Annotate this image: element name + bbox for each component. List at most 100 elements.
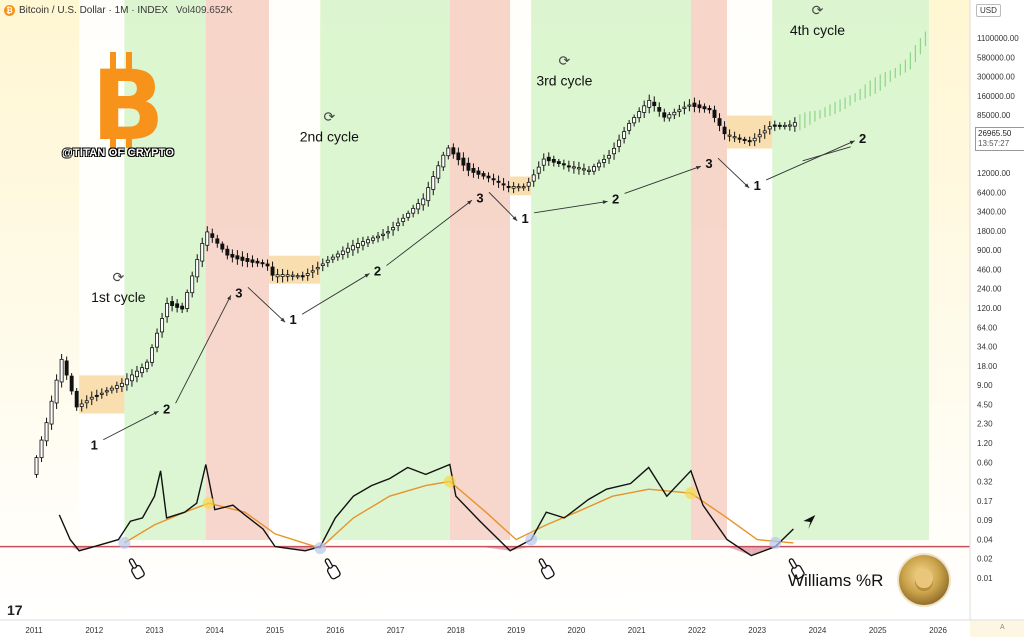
candle-128: [677, 104, 682, 117]
candle-48: [275, 268, 280, 283]
candle-body: [255, 260, 260, 264]
pointing-hand-icon: [128, 558, 145, 580]
price-tick-label: 0.04: [977, 535, 993, 544]
price-tick-label: 900.00: [977, 246, 1002, 255]
phase-arrow-head: [695, 165, 701, 170]
volume-readout: Vol409.652K: [176, 5, 233, 16]
cycle-refresh-icon: ⟳: [812, 2, 824, 18]
candle-121: [642, 100, 647, 119]
candle-39: [230, 249, 235, 263]
cycle-label: 1st cycle: [91, 289, 146, 305]
candle-body: [150, 347, 154, 363]
candle-148: [777, 122, 782, 130]
candle-40: [235, 250, 240, 265]
phase-arrow-head: [153, 411, 159, 416]
candle-113: [602, 154, 606, 168]
candle-147: [772, 120, 777, 132]
candle-body: [446, 147, 451, 157]
candle-77: [421, 193, 426, 211]
price-tick-label: 0.01: [977, 574, 993, 583]
zone-bear-2: [205, 0, 270, 540]
price-tick-label: 1100000.00: [977, 34, 1019, 43]
current-price: 26965.50: [978, 129, 1012, 138]
candle-body: [792, 122, 797, 127]
candle-100: [536, 161, 541, 180]
price-tick-label: 6400.00: [977, 188, 1006, 197]
candle-26: [165, 297, 170, 323]
pointing-hand-icon: [538, 558, 555, 580]
tradingview-logo[interactable]: 17: [7, 602, 23, 618]
candle-54: [305, 268, 310, 281]
price-tick-label: 34.00: [977, 343, 998, 352]
price-axis-panel[interactable]: [970, 0, 1024, 620]
accumulation-white-column-9: [727, 148, 773, 540]
price-tick-label: 85000.00: [977, 111, 1011, 120]
symbol-header[interactable]: ₿ Bitcoin / U.S. Dollar · 1M · INDEX Vol…: [4, 3, 233, 17]
time-tick-label: 2014: [206, 626, 224, 635]
phase-label-6: 3: [476, 190, 483, 205]
candle-90: [486, 172, 491, 183]
candle-55: [310, 264, 315, 279]
candle-28: [175, 299, 180, 313]
cycle-refresh-icon: ⟳: [323, 109, 335, 125]
time-tick-label: 2019: [507, 626, 525, 635]
candle-body: [742, 138, 747, 141]
candle-body: [732, 136, 737, 139]
candle-body: [245, 258, 250, 262]
candle-body: [355, 243, 360, 248]
candle-142: [747, 136, 752, 146]
candle-5: [59, 353, 64, 388]
phase-arrow-head: [227, 295, 231, 301]
time-axis-panel[interactable]: [0, 620, 970, 637]
price-tick-label: 300000.00: [977, 73, 1015, 82]
candle-countdown: 13:57:27: [978, 139, 1010, 148]
candle-35: [210, 228, 215, 243]
candle-body: [441, 154, 446, 168]
price-tick-label: 1800.00: [977, 227, 1006, 236]
phase-arrow-head: [467, 200, 472, 205]
candle-21: [140, 363, 144, 378]
auto-scale-button[interactable]: A: [1000, 624, 1005, 631]
phase-arrow-head: [849, 140, 855, 145]
currency-selector[interactable]: USD: [976, 4, 1001, 17]
candle-85: [461, 152, 466, 172]
price-tick-label: 18.00: [977, 362, 998, 371]
candle-body: [134, 370, 139, 378]
candle-body: [777, 124, 782, 127]
candle-body: [657, 107, 662, 112]
candle-body: [682, 106, 687, 109]
candle-body: [541, 158, 546, 166]
candle-body: [371, 237, 375, 241]
candle-7: [69, 373, 74, 395]
candle-131: [692, 97, 697, 113]
candle-52: [295, 273, 300, 280]
phase-label-9: 3: [705, 156, 712, 171]
candle-body: [516, 186, 521, 189]
candle-27: [170, 295, 175, 312]
price-tick-label: 0.60: [977, 458, 993, 467]
candle-89: [481, 171, 486, 180]
candle-body: [491, 178, 496, 181]
candle-16: [114, 381, 119, 393]
candle-88: [476, 167, 481, 179]
time-axis-labels: 2011 2012 2013 2014 2015 2016 2017 2018 2019 2020…: [25, 626, 947, 635]
candle-body: [305, 273, 310, 276]
candle-58: [325, 255, 330, 268]
candle-116: [617, 134, 622, 153]
candle-body: [180, 305, 185, 310]
price-tick-label: 9.00: [977, 381, 993, 390]
candle-body: [536, 166, 541, 174]
candle-139: [732, 131, 737, 143]
candle-150: [787, 120, 792, 131]
candle-body: [381, 233, 386, 236]
candle-body: [707, 107, 712, 111]
candle-body: [672, 111, 677, 116]
candle-66: [366, 236, 370, 248]
candle-body: [747, 140, 752, 143]
phase-label-7: 1: [522, 211, 529, 226]
phase-arrow-line: [766, 140, 855, 181]
candle-body: [602, 158, 606, 163]
candle-body: [461, 157, 466, 166]
candle-body: [99, 392, 104, 395]
candle-63: [350, 239, 355, 256]
